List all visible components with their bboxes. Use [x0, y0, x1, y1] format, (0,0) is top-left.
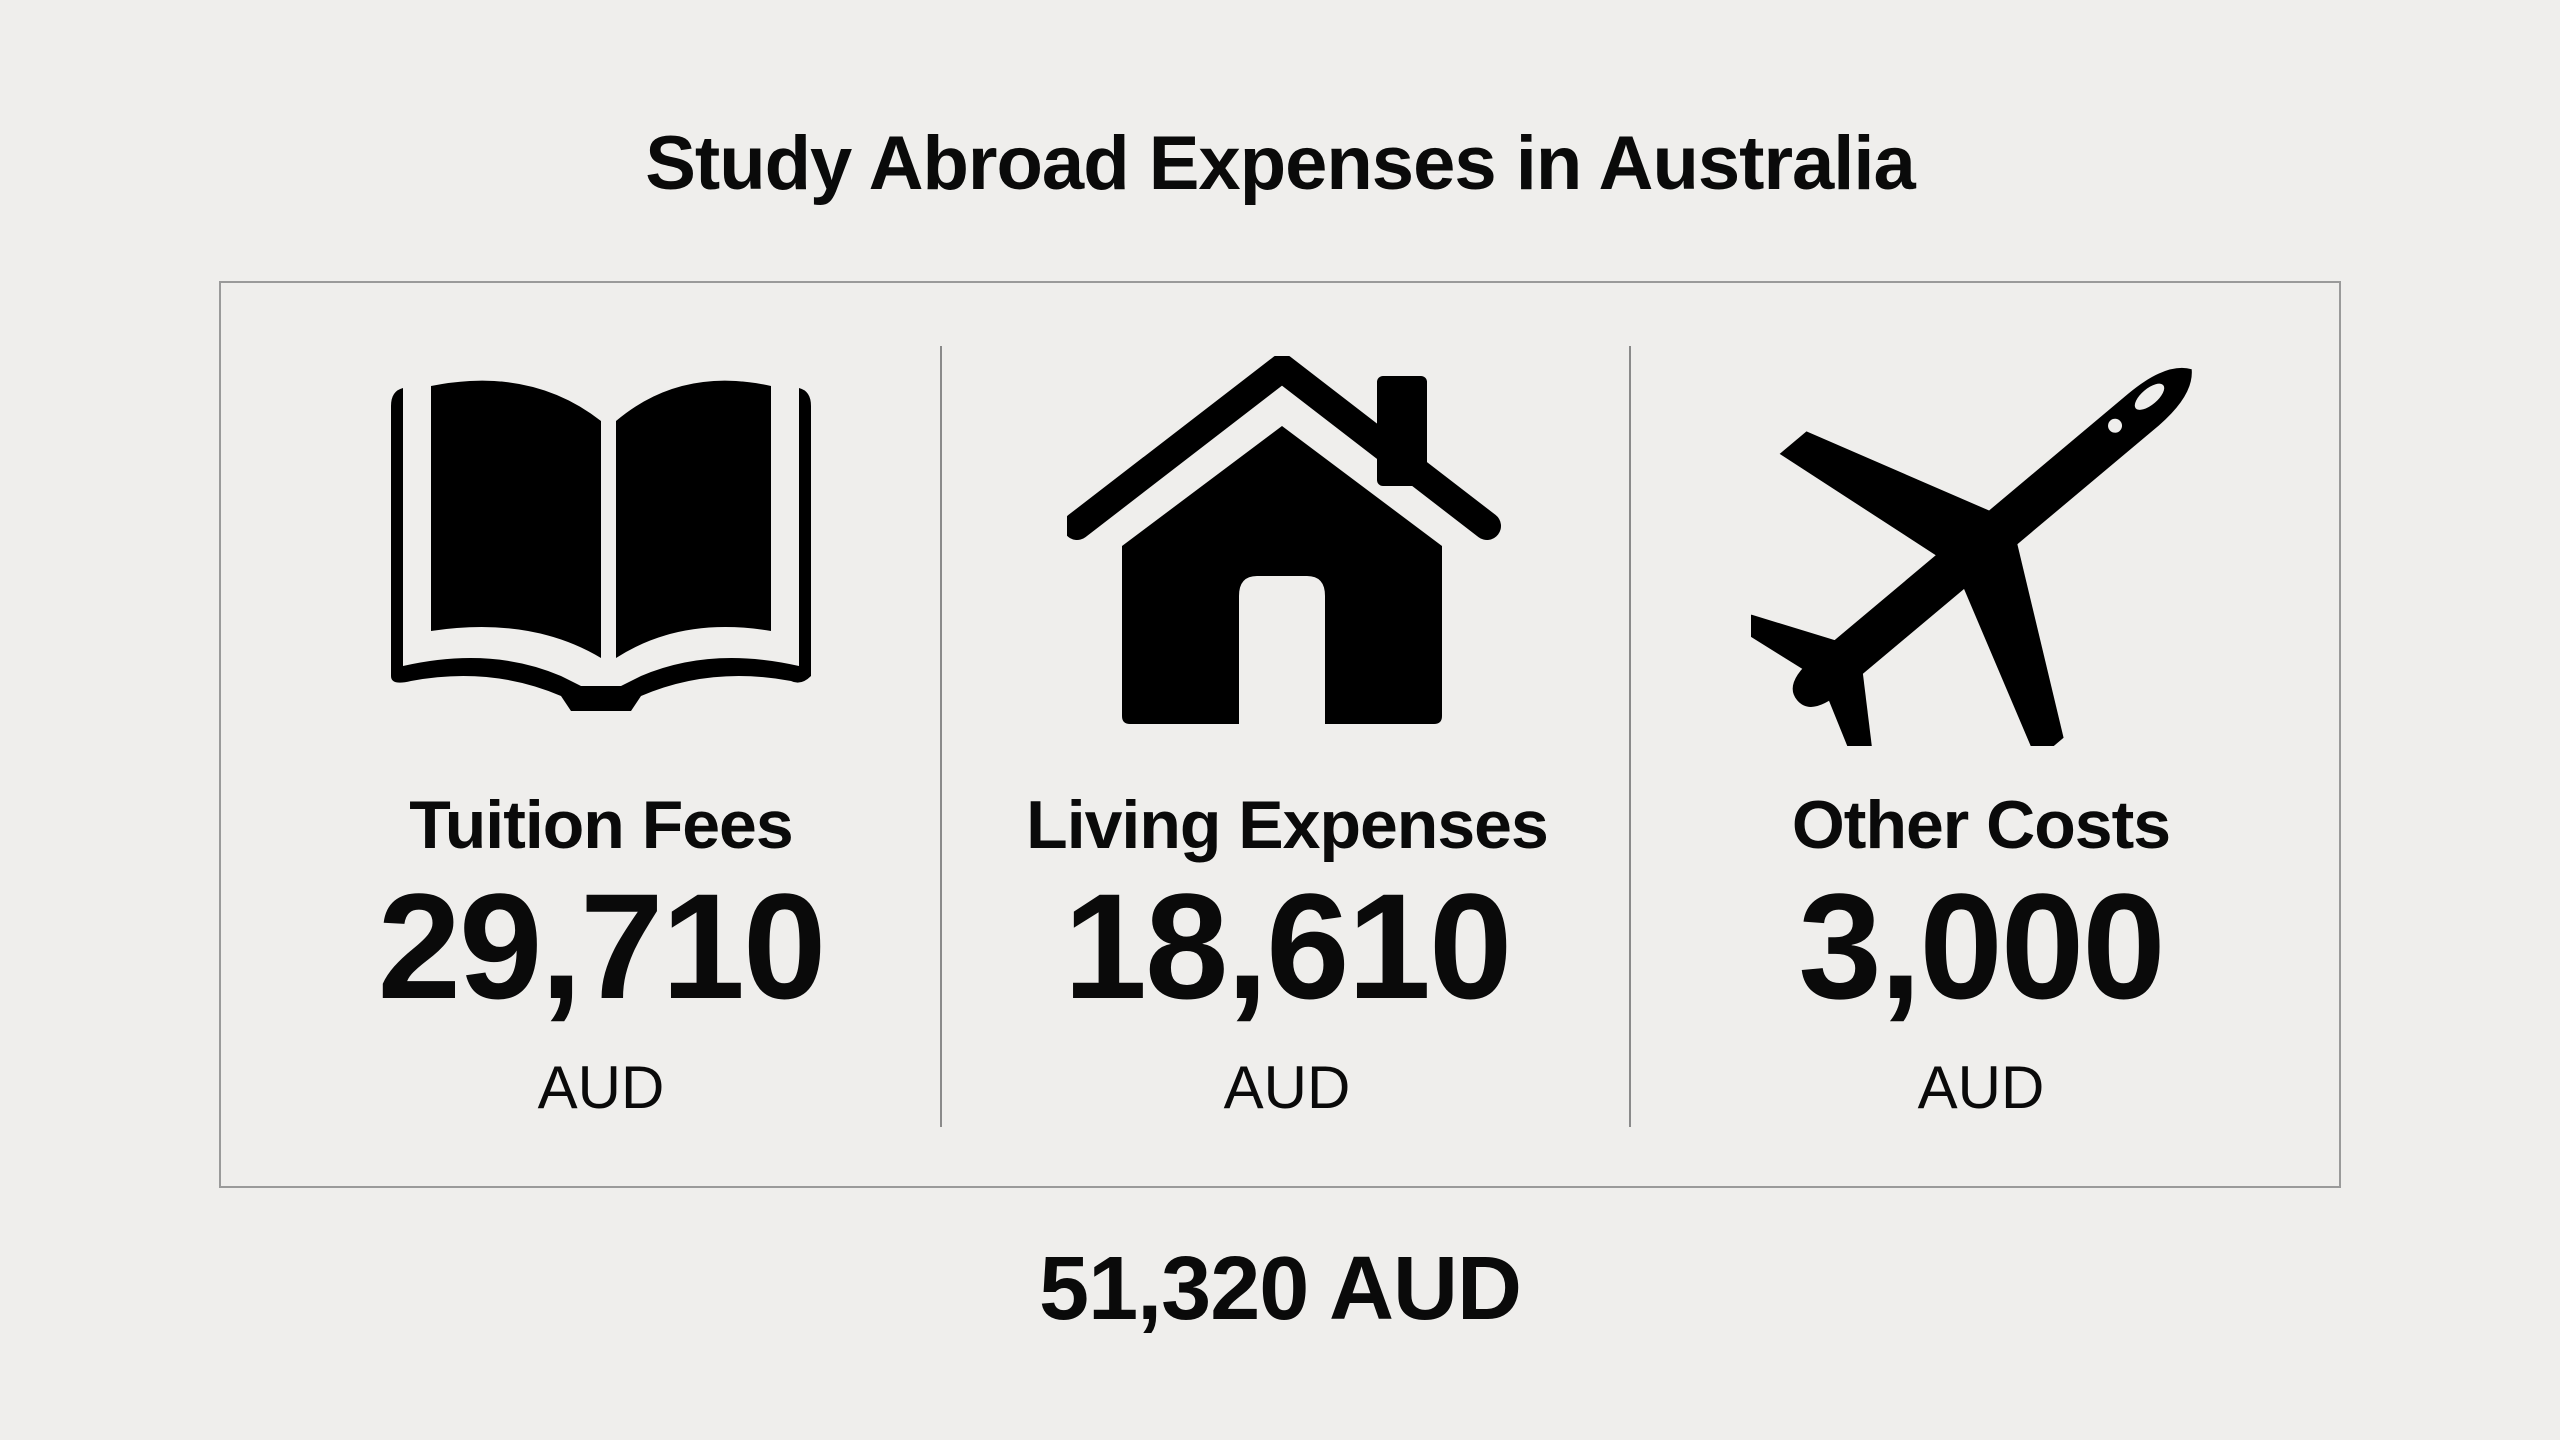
- house-icon: [947, 346, 1627, 726]
- expense-label: Other Costs: [1791, 787, 2171, 863]
- page-title: Study Abroad Expenses in Australia: [645, 121, 1916, 206]
- expense-value: 3,000: [1798, 862, 2165, 1030]
- expense-unit: AUD: [537, 1054, 665, 1121]
- divider: [940, 346, 942, 1127]
- expense-value: 18,610: [1063, 862, 1513, 1030]
- total-amount: 51,320 AUD: [1039, 1239, 1522, 1339]
- book-icon: [261, 346, 941, 726]
- expense-label: Living Expenses: [1026, 787, 1549, 863]
- divider: [1629, 346, 1631, 1127]
- expense-unit: AUD: [1917, 1054, 2045, 1121]
- expenses-panel: [219, 281, 2341, 1188]
- expense-unit: AUD: [1223, 1054, 1351, 1121]
- expense-label: Tuition Fees: [409, 787, 793, 863]
- expense-value: 29,710: [377, 862, 827, 1030]
- airplane-icon: [1641, 346, 2321, 746]
